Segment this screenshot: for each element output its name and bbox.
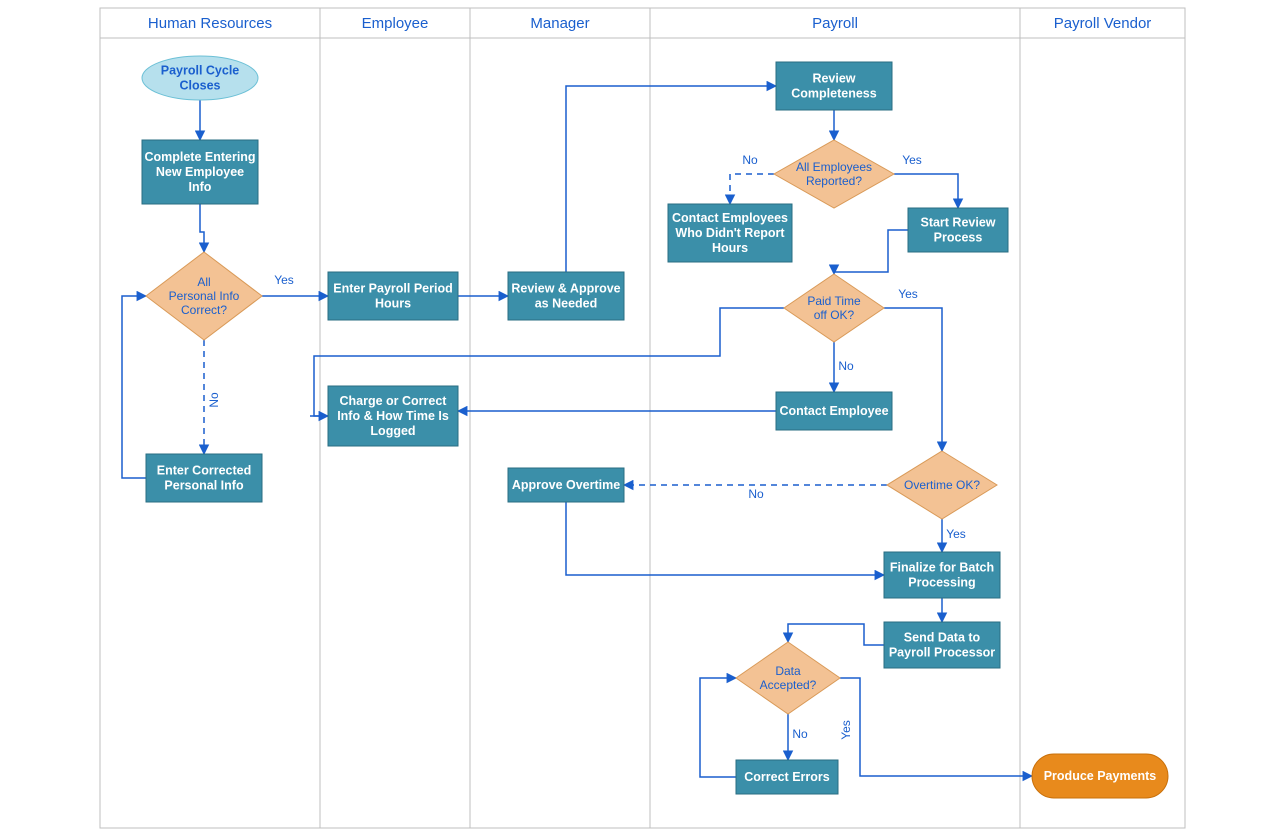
start-label: Closes (180, 79, 221, 93)
decision-label: off OK? (814, 308, 855, 322)
edge-label-16: No (748, 487, 764, 501)
process-label: Contact Employees (672, 211, 788, 225)
edge-label-17: Yes (946, 527, 966, 541)
node-enterCorrected: Enter CorrectedPersonal Info (146, 454, 262, 502)
process-label: New Employee (156, 165, 244, 179)
process-label: Info & How Time Is (337, 409, 449, 423)
decision-label: Reported? (806, 174, 862, 188)
node-enterHours: Enter Payroll PeriodHours (328, 272, 458, 320)
edge-label-21: No (792, 727, 808, 741)
end-label: Produce Payments (1044, 769, 1157, 783)
lane-body-vend (1020, 38, 1185, 828)
node-completeInfo: Complete EnteringNew EmployeeInfo (142, 140, 258, 204)
swimlane-flowchart: Human Resources Employee Manager Payroll Pay… (0, 0, 1274, 836)
process-label: Review (812, 72, 855, 86)
edge-label-23: Yes (839, 720, 853, 740)
decision-label: Personal Info (169, 289, 240, 303)
lane-header-label-mgr: Manager (530, 15, 589, 32)
process-label: Finalize for Batch (890, 561, 994, 575)
edge-label-12: No (838, 359, 854, 373)
node-contactNoReport: Contact EmployeesWho Didn't ReportHours (668, 204, 792, 262)
lane-header-label-vend: Payroll Vendor (1054, 15, 1152, 32)
process-label: Logged (370, 424, 415, 438)
lane-header-label-pay: Payroll (812, 15, 858, 32)
node-reviewComplete: ReviewCompleteness (776, 62, 892, 110)
node-chargeCorrect: Charge or CorrectInfo & How Time IsLogge… (328, 386, 458, 446)
decision-label: Correct? (181, 303, 227, 317)
process-label: Payroll Processor (889, 646, 995, 660)
process-label: Approve Overtime (512, 478, 620, 492)
process-label: Complete Entering (144, 150, 255, 164)
flowchart-svg: Human Resources Employee Manager Payroll Pay… (0, 0, 1274, 836)
process-label: Who Didn't Report (675, 226, 785, 240)
node-start: Payroll CycleCloses (142, 56, 258, 100)
process-label: Correct Errors (744, 770, 829, 784)
decision-label: All (197, 275, 210, 289)
process-label: Hours (375, 297, 411, 311)
process-label: Processing (908, 576, 975, 590)
process-label: Hours (712, 241, 748, 255)
edge-label-8: No (742, 153, 758, 167)
process-label: Enter Corrected (157, 464, 251, 478)
process-label: Start Review (920, 216, 995, 230)
process-label: Contact Employee (779, 404, 888, 418)
process-label: Completeness (791, 87, 876, 101)
node-contactEmployee: Contact Employee (776, 392, 892, 430)
lane-header-label-emp: Employee (362, 15, 429, 32)
edge-label-3: No (207, 392, 221, 408)
edge-label-2: Yes (274, 273, 294, 287)
lane-body-mgr (470, 38, 650, 828)
decision-label: All Employees (796, 160, 872, 174)
decision-label: Paid Time (807, 294, 861, 308)
node-sendData: Send Data toPayroll Processor (884, 622, 1000, 668)
start-label: Payroll Cycle (161, 64, 240, 78)
process-label: Enter Payroll Period (333, 282, 452, 296)
node-approveOvertime: Approve Overtime (508, 468, 624, 502)
process-label: Info (189, 180, 212, 194)
node-finalizeBatch: Finalize for BatchProcessing (884, 552, 1000, 598)
node-startReview: Start ReviewProcess (908, 208, 1008, 252)
process-label: Process (934, 231, 983, 245)
decision-label: Accepted? (760, 678, 817, 692)
edge-label-9: Yes (902, 153, 922, 167)
node-correctErrors: Correct Errors (736, 760, 838, 794)
node-reviewApprove: Review & Approveas Needed (508, 272, 624, 320)
process-label: Personal Info (164, 479, 244, 493)
process-label: as Needed (535, 297, 598, 311)
decision-label: Overtime OK? (904, 478, 980, 492)
process-label: Review & Approve (511, 282, 620, 296)
node-producePayments: Produce Payments (1032, 754, 1168, 798)
process-label: Send Data to (904, 631, 981, 645)
edge-label-11: Yes (898, 287, 918, 301)
decision-label: Data (775, 664, 801, 678)
lane-header-label-hr: Human Resources (148, 15, 272, 32)
process-label: Charge or Correct (340, 394, 448, 408)
